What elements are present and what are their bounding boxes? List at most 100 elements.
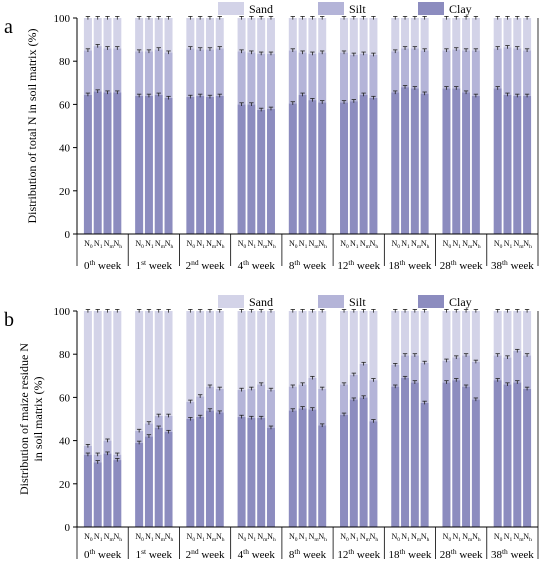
bar-category-label: Nm <box>411 239 422 250</box>
bar-segment-sand <box>215 311 224 389</box>
bar-category-label: N0 <box>238 532 247 543</box>
bar-segment-silt <box>369 54 378 98</box>
bar-segment-clay <box>135 95 144 234</box>
bar-category-label: N1 <box>299 239 308 250</box>
bar-segment-silt <box>359 363 368 398</box>
bar-category-label: N1 <box>299 532 308 543</box>
y-tick-label: 80 <box>59 349 71 361</box>
bar-segment-silt <box>462 50 471 93</box>
week-label: 38th week <box>491 547 534 561</box>
y-tick-label: 60 <box>59 392 71 404</box>
bar-segment-silt <box>247 388 256 418</box>
bar-segment-silt <box>144 51 153 96</box>
bar-category-label: N1 <box>196 239 205 250</box>
bar-category-label: Nm <box>257 532 268 543</box>
bar-category-label: N1 <box>145 532 154 543</box>
y-axis-label: Distribution of total N in soil matrix (… <box>25 29 39 224</box>
bar-category-label: Nh <box>216 239 225 250</box>
bar-segment-clay <box>247 417 256 527</box>
bar-segment-silt <box>298 52 307 95</box>
week-label: 12th week <box>337 547 380 561</box>
bar-segment-clay <box>103 92 112 235</box>
week-label: 2nd week <box>186 547 225 561</box>
bar-segment-clay <box>420 93 429 234</box>
bar-segment-silt <box>154 415 163 428</box>
week-label: 8th week <box>289 258 327 272</box>
bar-segment-sand <box>154 311 163 416</box>
bar-segment-silt <box>462 355 471 387</box>
bar-segment-sand <box>452 311 461 358</box>
bar-category-label: Nm <box>206 239 217 250</box>
bar-segment-sand <box>266 18 275 54</box>
bar-segment-clay <box>196 95 205 234</box>
bar-segment-silt <box>391 365 400 387</box>
bar-segment-silt <box>237 51 246 105</box>
bar-segment-sand <box>523 18 532 51</box>
bar-segment-clay <box>452 88 461 234</box>
y-tick-label: 0 <box>65 522 71 534</box>
bar-segment-clay <box>503 384 512 527</box>
legend-label-clay: Clay <box>449 295 472 309</box>
bar-category-label: N1 <box>248 239 257 250</box>
bar-segment-clay <box>513 382 522 527</box>
bar-segment-sand <box>247 18 256 53</box>
bar-category-label: N0 <box>289 239 298 250</box>
bar-category-label: Nm <box>462 239 473 250</box>
bar-category-label: Nh <box>216 532 225 543</box>
bar-category-label: Nh <box>267 532 276 543</box>
week-label: 1st week <box>136 547 173 561</box>
bar-segment-silt <box>266 389 275 428</box>
bar-segment-silt <box>340 384 349 415</box>
bar-segment-silt <box>113 454 122 461</box>
bar-segment-silt <box>452 49 461 89</box>
bar-segment-sand <box>237 18 246 52</box>
bar-segment-silt <box>164 415 173 432</box>
bar-segment-clay <box>471 95 480 234</box>
bar-segment-sand <box>154 18 163 50</box>
bar-segment-clay <box>318 102 327 235</box>
bar-segment-clay <box>135 442 144 527</box>
bar-category-label: N1 <box>145 239 154 250</box>
bar-segment-silt <box>493 355 502 381</box>
bar-segment-sand <box>462 18 471 51</box>
bar-segment-clay <box>288 103 297 234</box>
bar-segment-clay <box>103 453 112 527</box>
bar-segment-sand <box>349 18 358 55</box>
bar-segment-sand <box>308 311 317 378</box>
bar-segment-clay <box>144 95 153 234</box>
bar-segment-sand <box>493 311 502 356</box>
bar-segment-silt <box>359 53 368 95</box>
bar-segment-silt <box>83 446 92 455</box>
bar-segment-silt <box>257 53 266 110</box>
bar-segment-clay <box>349 399 358 527</box>
bar-segment-sand <box>410 311 419 356</box>
bar-segment-silt <box>391 51 400 93</box>
bar-segment-silt <box>103 440 112 454</box>
bar-segment-sand <box>205 311 214 387</box>
week-label: 28th week <box>440 547 483 561</box>
bar-segment-sand <box>340 311 349 385</box>
bar-category-label: N0 <box>238 239 247 250</box>
bar-segment-sand <box>83 18 92 51</box>
y-tick-label: 20 <box>59 186 71 198</box>
bar-category-label: N0 <box>84 239 93 250</box>
bar-segment-silt <box>349 374 358 400</box>
bar-segment-sand <box>164 311 173 416</box>
bar-segment-sand <box>401 311 410 356</box>
bar-segment-silt <box>513 48 522 96</box>
bar-segment-clay <box>308 100 317 234</box>
bar-segment-clay <box>513 95 522 234</box>
bar-segment-sand <box>359 311 368 364</box>
bar-segment-sand <box>205 18 214 50</box>
legend-swatch-sand <box>218 2 244 15</box>
bar-segment-sand <box>298 311 307 385</box>
bar-segment-sand <box>257 18 266 54</box>
bar-category-label: N1 <box>196 532 205 543</box>
bar-category-label: N0 <box>494 532 503 543</box>
bar-segment-silt <box>452 357 461 381</box>
y-tick-label: 80 <box>59 56 71 68</box>
bar-segment-sand <box>288 311 297 387</box>
bar-segment-sand <box>369 311 378 381</box>
bar-segment-sand <box>93 18 102 47</box>
